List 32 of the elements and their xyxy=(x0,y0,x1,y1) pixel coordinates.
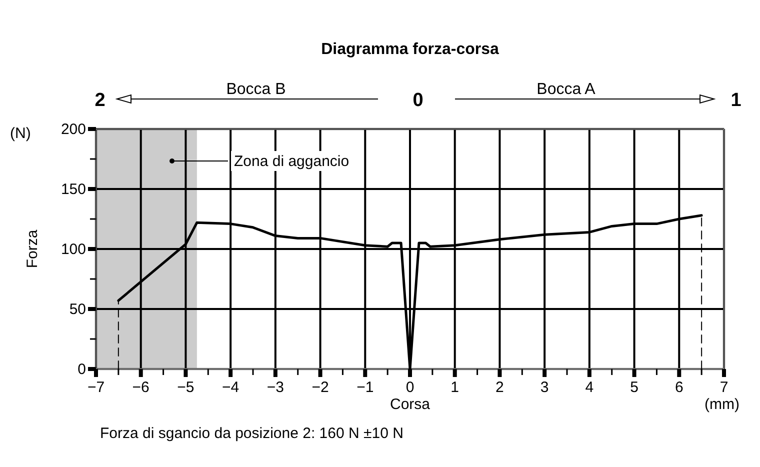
text: Forza di sgancio da posizione 2: 160 N ±10 N xyxy=(100,425,404,442)
x-tick-label: 1 xyxy=(450,379,460,396)
text: 2 xyxy=(94,90,106,111)
y-tick-label: 100 xyxy=(60,241,86,258)
x-tick-label: −3 xyxy=(266,379,284,396)
x-tick-label: −2 xyxy=(312,379,329,396)
text: (N) xyxy=(10,125,31,142)
x-tick-label: 2 xyxy=(496,379,504,396)
x-tick-label: −4 xyxy=(222,379,240,396)
x-tick-label: 4 xyxy=(585,379,594,396)
text: Bocca A xyxy=(536,81,596,98)
text: 0 xyxy=(412,90,424,111)
chart-title: Diagramma forza-corsa xyxy=(321,41,500,58)
x-tick-label: −5 xyxy=(177,379,194,396)
y-tick-label: 0 xyxy=(78,361,86,378)
y-tick-label: 50 xyxy=(69,301,86,318)
y-tick-label: 200 xyxy=(60,121,86,138)
x-tick-label: 0 xyxy=(406,379,414,396)
x-axis-title: Corsa xyxy=(390,396,431,413)
x-tick-label: 3 xyxy=(540,379,549,396)
x-tick-label: −1 xyxy=(356,379,374,396)
x-tick-label: 6 xyxy=(674,379,684,396)
x-tick-label: 5 xyxy=(630,379,638,396)
text: Bocca B xyxy=(226,81,286,98)
text: (mm) xyxy=(704,396,740,413)
x-tick-label: −7 xyxy=(87,379,105,396)
text: 1 xyxy=(730,90,742,111)
y-tick-label: 150 xyxy=(60,181,86,198)
y-axis-title: Forza xyxy=(24,229,41,268)
x-tick-label: 7 xyxy=(720,379,728,396)
x-tick-label: −6 xyxy=(132,379,150,396)
band-label: Zona di aggancio xyxy=(234,153,350,170)
